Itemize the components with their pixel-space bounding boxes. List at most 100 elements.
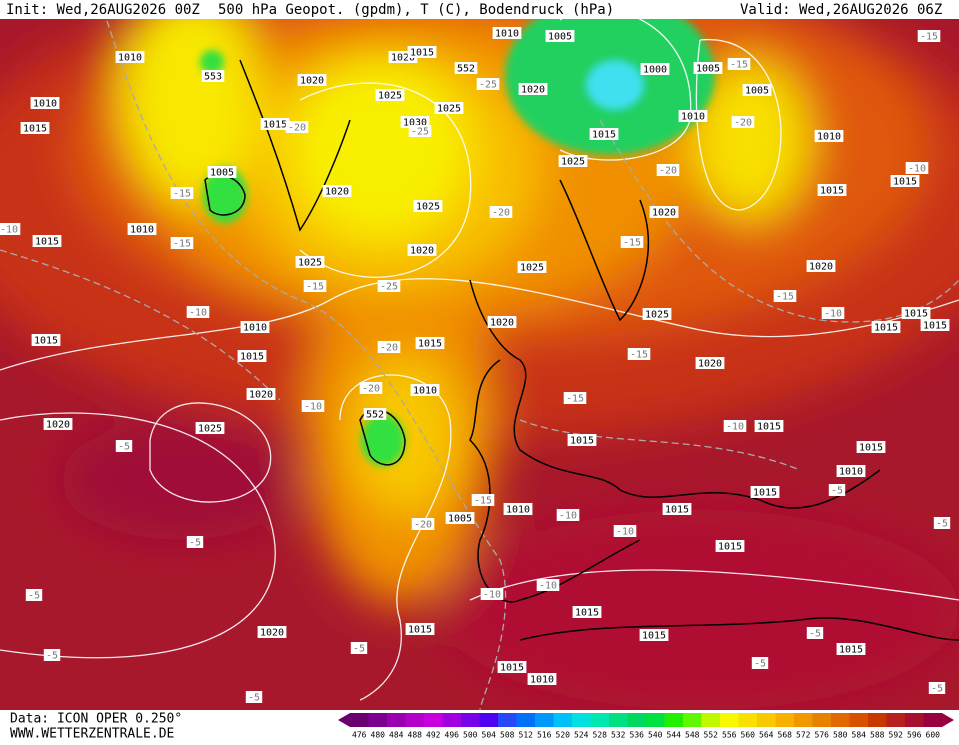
colorbar-cell <box>646 713 665 727</box>
pressure-label: 1020 <box>490 318 514 329</box>
pressure-label-box <box>836 465 866 477</box>
temperature-label: -15 <box>776 292 794 303</box>
colorbar-cell <box>886 713 906 727</box>
pressure-label-box <box>545 30 575 42</box>
temperature-label-box <box>480 588 504 600</box>
height-label-box <box>201 70 225 82</box>
temperature-label: -25 <box>411 127 429 138</box>
temperature-label-box <box>303 280 327 292</box>
pressure-label-box <box>693 62 723 74</box>
pressure-label-box <box>413 200 443 212</box>
colorbar-tick-label: 480 <box>371 731 386 740</box>
map-title: 500 hPa Geopot. (gpdm), T (C), Bodendruc… <box>218 2 614 18</box>
temperature-label-box <box>245 691 263 703</box>
pressure-label: 1020 <box>260 628 284 639</box>
colorbar-cell <box>905 713 924 727</box>
colorbar-arrow-right <box>942 713 954 727</box>
temperature-label-box <box>25 589 43 601</box>
pressure-label-box <box>567 434 597 446</box>
pressure-label-box <box>678 110 708 122</box>
pressure-label-box <box>43 418 73 430</box>
height-label: 552 <box>457 64 475 75</box>
pressure-label: 1015 <box>820 186 844 197</box>
pressure-label-box <box>260 118 290 130</box>
pressure-label: 1025 <box>298 258 322 269</box>
temperature-label: -20 <box>659 166 677 177</box>
temperature-label: -15 <box>173 189 191 200</box>
pressure-label-box <box>640 63 670 75</box>
colorbar-cell <box>849 713 869 727</box>
temperature-label: -5 <box>831 486 843 497</box>
pressure-label: 1020 <box>410 246 434 257</box>
pressure-label-box <box>31 334 61 346</box>
temperature-label: -20 <box>288 123 306 134</box>
pressure-label: 1015 <box>893 177 917 188</box>
pressure-label-box <box>295 256 325 268</box>
pressure-label: 1010 <box>243 323 267 334</box>
pressure-label: 1015 <box>23 124 47 135</box>
pressure-label: 1015 <box>718 542 742 553</box>
pressure-label: 1025 <box>416 202 440 213</box>
colorbar-cell <box>738 713 758 727</box>
pressure-label-box <box>890 175 920 187</box>
pressure-label: 1015 <box>839 645 863 656</box>
pressure-label-box <box>407 46 437 58</box>
data-source: Data: ICON OPER 0.250° <box>10 712 182 727</box>
colorbar: 476 480 484 488 492 496 500 504 508 512 516 520 524 5… <box>338 713 954 740</box>
pressure-label: 1015 <box>240 352 264 363</box>
colorbar-cell <box>424 713 443 727</box>
pressure-label: 1015 <box>859 443 883 454</box>
colorbar-tick-label: 504 <box>482 731 497 740</box>
temperature-label-box <box>408 125 432 137</box>
colorbar-cell <box>535 713 554 727</box>
temperature-label: -10 <box>189 308 207 319</box>
temperature-label: -5 <box>189 538 201 549</box>
colorbar-tick-label: 568 <box>778 731 793 740</box>
pressure-label-box <box>115 51 145 63</box>
temperature-label: -10 <box>824 309 842 320</box>
pressure-label-box <box>750 486 780 498</box>
temperature-label-box <box>613 525 637 537</box>
pressure-label: 1015 <box>570 436 594 447</box>
colorbar-cell <box>664 713 684 727</box>
temperature-label-box <box>917 30 941 42</box>
temperature-label: -15 <box>306 282 324 293</box>
pressure-label: 1005 <box>210 168 234 179</box>
temperature-label-box <box>359 382 383 394</box>
temperature-label: -10 <box>616 527 634 538</box>
pressure-label: 1015 <box>753 488 777 499</box>
temperature-label: -15 <box>566 394 584 405</box>
colorbar-tick-label: 584 <box>852 731 867 740</box>
pressure-label: 1020 <box>809 262 833 273</box>
colorbar-cell <box>609 713 628 727</box>
height-label: 552 <box>366 410 384 421</box>
pressure-label-box <box>257 626 287 638</box>
colorbar-cell <box>720 713 739 727</box>
temperature-label: -5 <box>248 693 260 704</box>
colorbar-tick-label: 548 <box>685 731 700 740</box>
temperature-label: -5 <box>936 519 948 530</box>
pressure-label: 1030 <box>403 118 427 129</box>
colorbar-tick-label: 556 <box>722 731 737 740</box>
temperature-label-box <box>0 223 21 235</box>
colorbar-tick-label: 596 <box>907 731 922 740</box>
temperature-label-box <box>723 420 747 432</box>
pressure-label: 1005 <box>745 86 769 97</box>
temperature-label-box <box>751 657 769 669</box>
pressure-label-box <box>649 206 679 218</box>
pressure-label: 1020 <box>300 76 324 87</box>
pressure-label-box <box>920 319 950 331</box>
map-labels: 1010101010151005101010151010101510151020… <box>0 27 951 704</box>
colorbar-cell <box>812 713 832 727</box>
temperature-label-box <box>301 400 325 412</box>
colorbar-cell <box>590 713 610 727</box>
temperature-label-box <box>489 206 513 218</box>
pressure-label: 1015 <box>874 323 898 334</box>
colorbar-tick-label: 540 <box>648 731 663 740</box>
temperature-label: -5 <box>353 644 365 655</box>
temperature-label: -15 <box>920 32 938 43</box>
pressure-label-box <box>527 673 557 685</box>
temperature-label-box <box>620 236 644 248</box>
pressure-label-box <box>817 184 847 196</box>
pressure-label: 1010 <box>130 225 154 236</box>
